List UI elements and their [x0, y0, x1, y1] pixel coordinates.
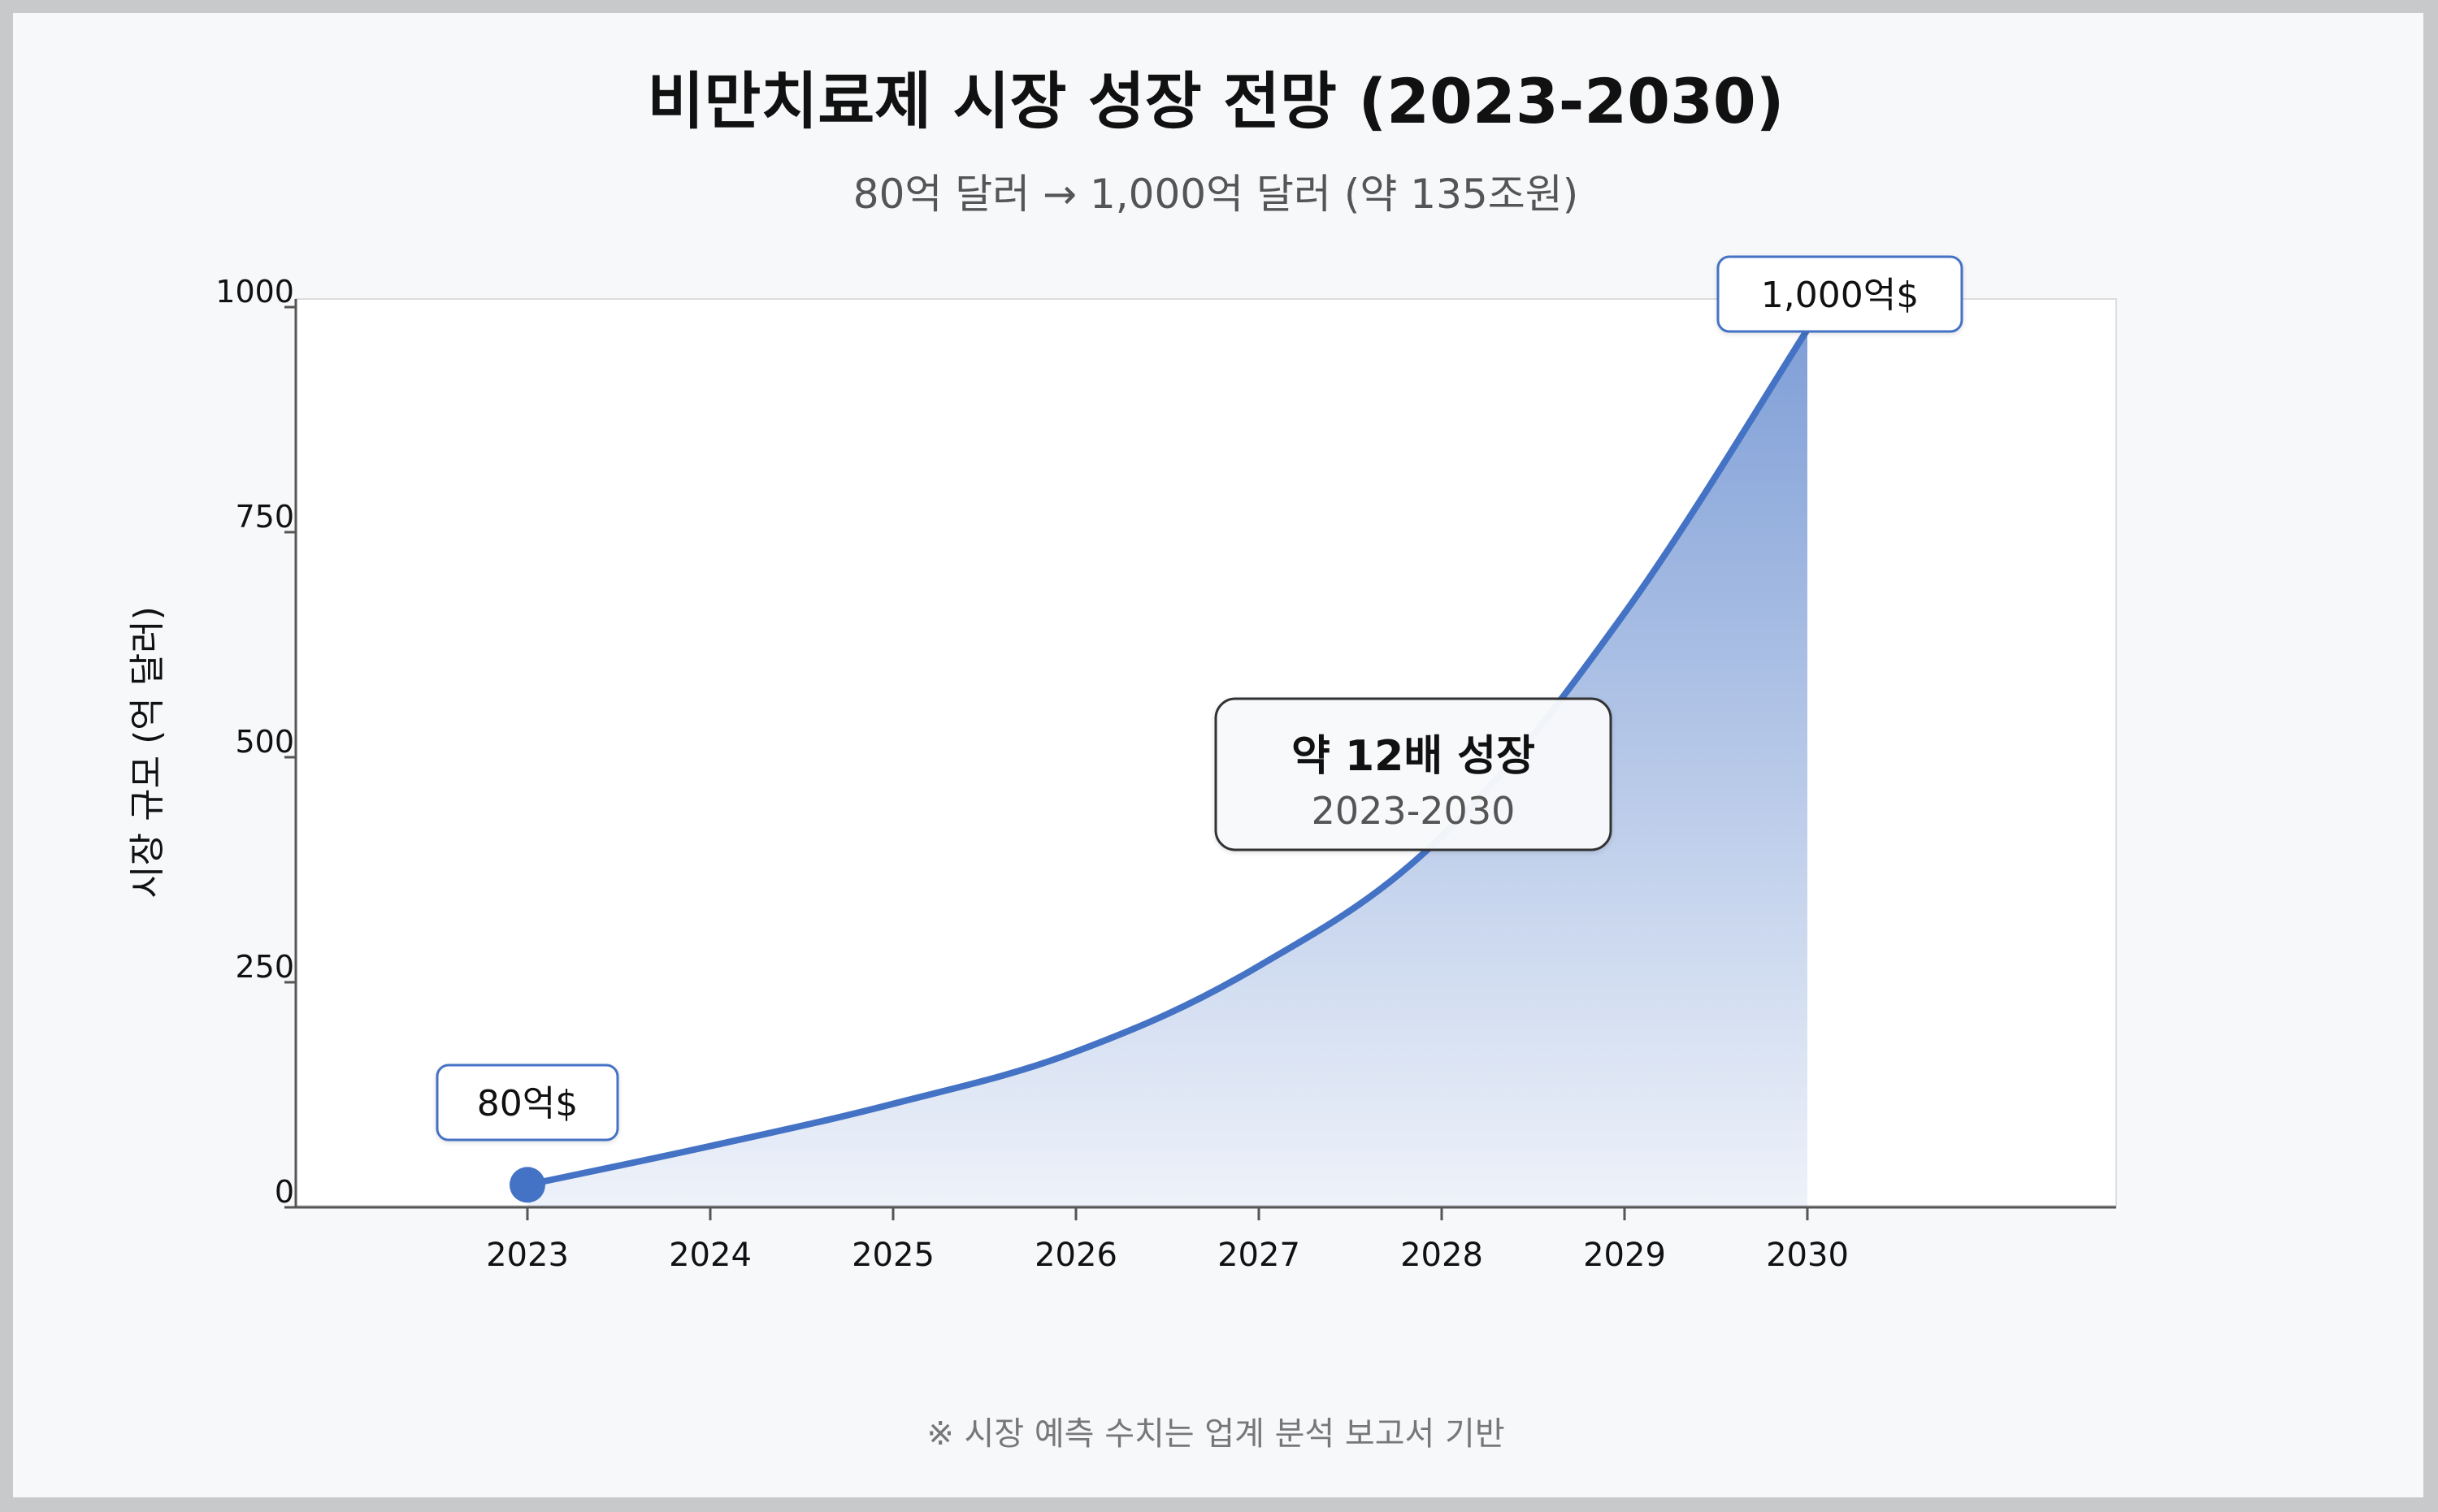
end-value-callout: 1,000억$ [1716, 255, 1963, 333]
y-axis-label: 시장 규모 (억 달러) [127, 606, 168, 899]
start-point-marker [510, 1167, 545, 1203]
y-tick-label: 250 [235, 949, 294, 985]
y-tick-label: 0 [275, 1174, 294, 1210]
y-tick-label: 750 [235, 499, 294, 535]
x-tick-label: 2030 [1766, 1237, 1849, 1274]
growth-callout: 약 12배 성장 2023-2030 [1214, 697, 1612, 851]
area-fill [527, 329, 1807, 1208]
start-value-callout: 80억$ [436, 1064, 619, 1142]
x-tick-label: 2028 [1400, 1237, 1483, 1274]
market-growth-chart: 비만치료제 시장 성장 전망 (2023-2030) 80억 달러 → 1,00… [127, 65, 2117, 1453]
growth-title: 약 12배 성장 [1291, 732, 1535, 781]
footnote: ※ 시장 예측 수치는 업계 분석 보고서 기반 [926, 1415, 1504, 1453]
x-tick-label: 2026 [1035, 1237, 1117, 1274]
y-tick-label: 1000 [215, 274, 294, 310]
x-tick-label: 2025 [852, 1237, 935, 1274]
x-tick-label: 2027 [1217, 1237, 1300, 1274]
x-ticks: 2023 2024 2025 2026 2027 2028 2029 2030 [486, 1207, 1849, 1274]
chart-title: 비만치료제 시장 성장 전망 (2023-2030) [647, 65, 1784, 137]
y-tick-label: 500 [235, 724, 294, 760]
x-tick-label: 2024 [669, 1237, 752, 1274]
growth-period: 2023-2030 [1312, 789, 1516, 833]
y-ticks: 0 250 500 750 1000 [215, 274, 296, 1210]
end-value-label: 1,000억$ [1761, 275, 1919, 316]
chart-subtitle: 80억 달러 → 1,000억 달러 (약 135조원) [853, 171, 1578, 218]
series-line [524, 326, 1811, 1189]
x-tick-label: 2023 [486, 1237, 569, 1274]
chart-frame: 비만치료제 시장 성장 전망 (2023-2030) 80억 달러 → 1,00… [13, 13, 2423, 1497]
x-tick-label: 2029 [1583, 1237, 1666, 1274]
start-value-label: 80억$ [477, 1083, 578, 1124]
